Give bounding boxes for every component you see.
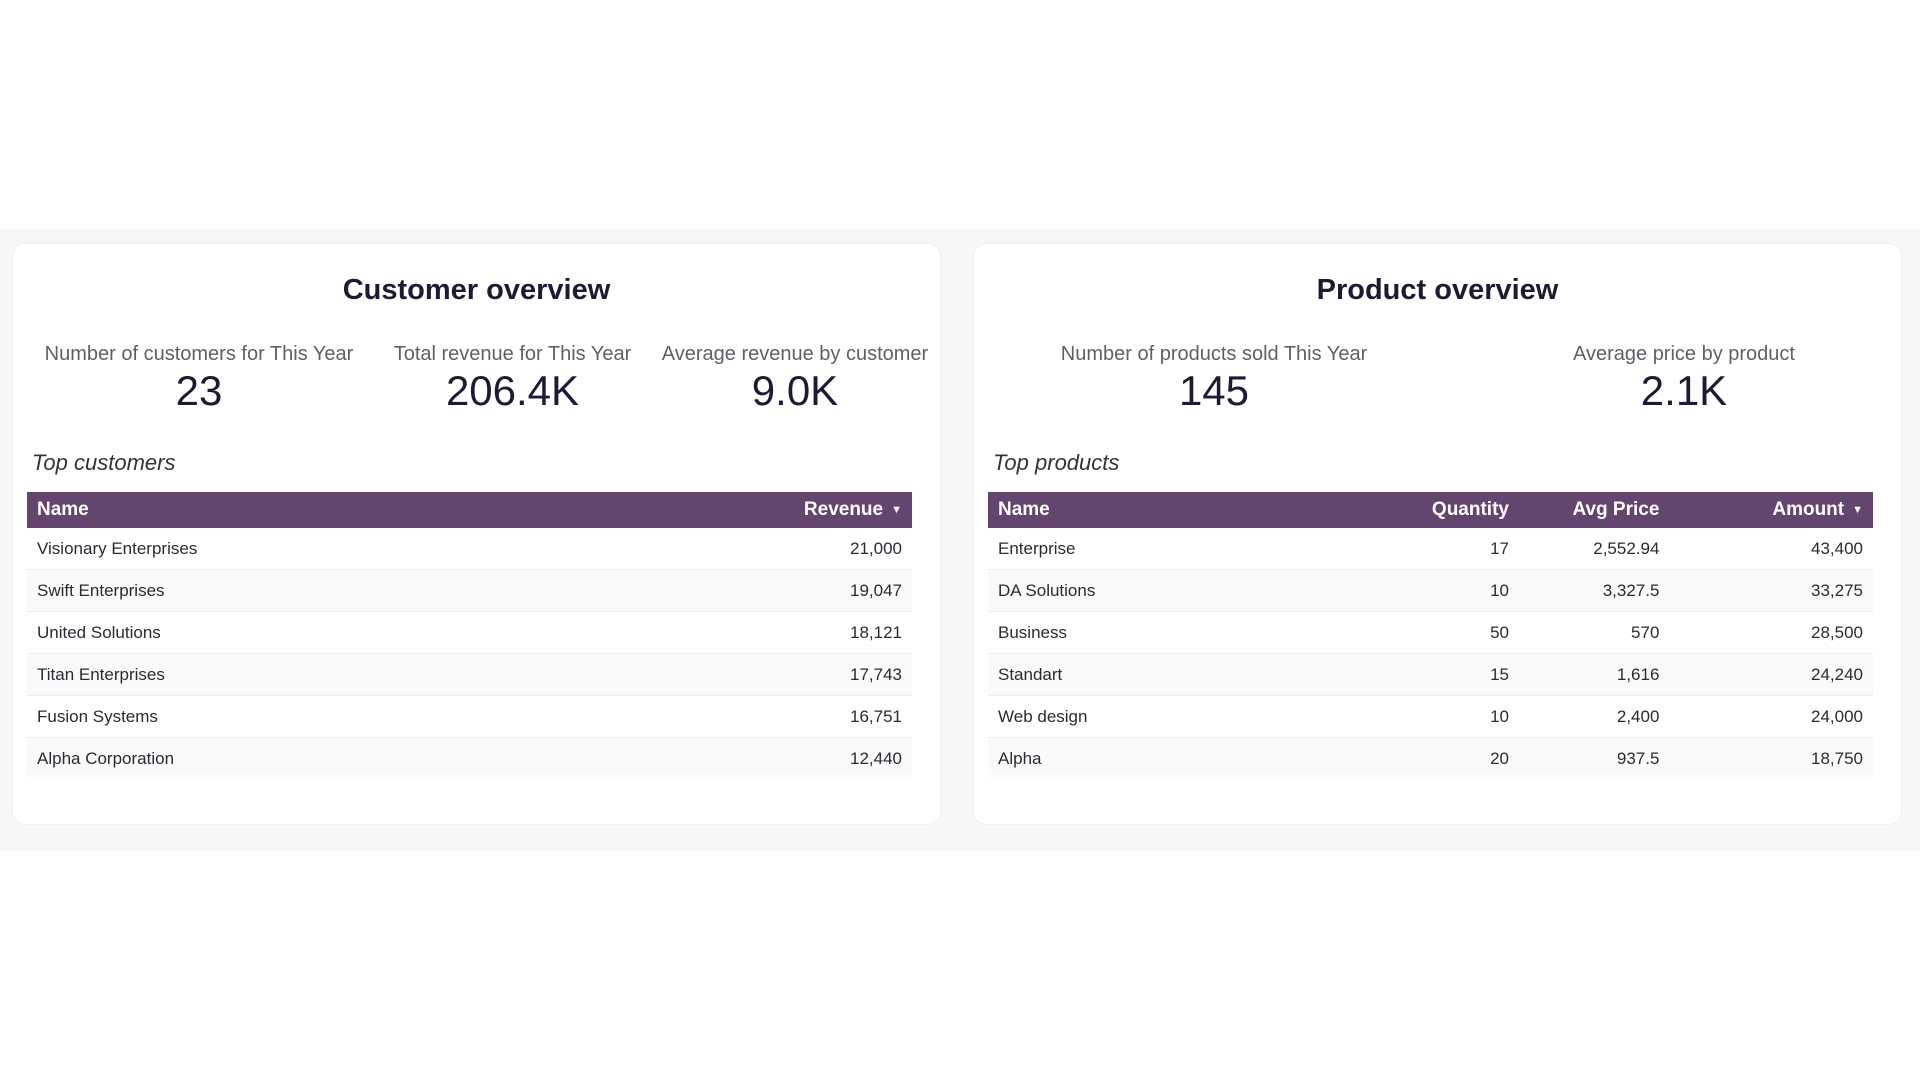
cell-revenue: 12,440: [646, 737, 912, 780]
column-header-label: Amount: [1772, 499, 1845, 520]
cell-name: Business: [988, 611, 1351, 654]
kpi-label: Number of customers for This Year: [44, 343, 354, 365]
cell-quantity: 50: [1350, 611, 1519, 654]
cell-amount: 24,240: [1669, 653, 1873, 696]
scroll-fade: [27, 774, 912, 792]
cell-name: United Solutions: [27, 611, 647, 654]
kpi-label: Total revenue for This Year: [393, 343, 632, 365]
cell-name: Titan Enterprises: [27, 653, 647, 696]
top-products-table: Name Quantity Avg Price Amount ▼ Enterpri…: [988, 492, 1873, 780]
table-row[interactable]: Titan Enterprises 17,743: [27, 653, 912, 696]
column-header-amount[interactable]: Amount ▼: [1669, 492, 1873, 528]
cell-name: Alpha Corporation: [27, 737, 647, 780]
table-header-row: Name Revenue ▼: [27, 492, 912, 528]
cell-revenue: 18,121: [646, 611, 912, 654]
caret-down-icon[interactable]: ▼: [891, 503, 902, 516]
kpi-average-revenue: Average revenue by customer 9.0K: [650, 343, 940, 414]
column-header-quantity[interactable]: Quantity: [1351, 492, 1519, 528]
column-header-name[interactable]: Name: [27, 492, 647, 528]
kpi-label: Number of products sold This Year: [1060, 343, 1368, 365]
kpi-value: 23: [175, 367, 223, 414]
cell-avg-price: 1,616: [1518, 653, 1670, 696]
cell-amount: 24,000: [1669, 695, 1873, 738]
kpi-customer-count: Number of customers for This Year 23: [23, 343, 375, 414]
table-row[interactable]: Enterprise 17 2,552.94 43,400: [988, 528, 1873, 570]
cell-name: Fusion Systems: [27, 695, 647, 738]
table-row[interactable]: DA Solutions 10 3,327.5 33,275: [988, 569, 1873, 612]
column-header-revenue[interactable]: Revenue ▼: [647, 492, 913, 528]
top-customers-table-wrap: Name Revenue ▼ Visionary Enterprises 21,00…: [27, 492, 912, 792]
column-header-label: Name: [37, 499, 89, 520]
kpi-label: Average price by product: [1573, 343, 1795, 365]
table-row[interactable]: Web design 10 2,400 24,000: [988, 695, 1873, 738]
cell-name: Visionary Enterprises: [27, 528, 647, 570]
cell-revenue: 21,000: [646, 528, 912, 570]
cell-quantity: 17: [1350, 528, 1519, 570]
kpi-value: 9.0K: [751, 367, 839, 414]
cell-avg-price: 937.5: [1518, 737, 1670, 780]
cell-amount: 28,500: [1669, 611, 1873, 654]
product-overview-card: Product overview Number of products sold…: [974, 244, 1901, 824]
cell-name: Standart: [988, 653, 1351, 696]
column-header-label: Revenue: [803, 499, 884, 520]
table-row[interactable]: Visionary Enterprises 21,000: [27, 528, 912, 570]
cell-quantity: 10: [1350, 695, 1519, 738]
kpi-average-price: Average price by product 2.1K: [1484, 343, 1884, 414]
column-header-label: Name: [998, 499, 1050, 520]
column-header-name[interactable]: Name: [988, 492, 1351, 528]
table-row[interactable]: United Solutions 18,121: [27, 611, 912, 654]
scroll-fade: [988, 774, 1873, 792]
table-row[interactable]: Fusion Systems 16,751: [27, 695, 912, 738]
cell-amount: 33,275: [1669, 569, 1873, 612]
top-products-label: Top products: [993, 450, 1120, 475]
cell-name: Web design: [988, 695, 1351, 738]
customer-overview-card: Customer overview Number of customers fo…: [13, 244, 940, 824]
kpi-products-sold: Number of products sold This Year 145: [1014, 343, 1414, 414]
table-row[interactable]: Business 50 570 28,500: [988, 611, 1873, 654]
kpi-value: 2.1K: [1640, 367, 1728, 414]
top-customers-label: Top customers: [32, 450, 176, 475]
top-products-table-wrap: Name Quantity Avg Price Amount ▼ Enterpri…: [988, 492, 1873, 792]
column-header-label: Quantity: [1431, 499, 1509, 520]
caret-down-icon[interactable]: ▼: [1852, 503, 1863, 516]
cell-avg-price: 2,552.94: [1518, 528, 1670, 570]
cell-amount: 43,400: [1669, 528, 1873, 570]
cell-revenue: 16,751: [646, 695, 912, 738]
cell-revenue: 19,047: [646, 569, 912, 612]
kpi-value: 206.4K: [445, 367, 580, 414]
cell-avg-price: 570: [1518, 611, 1670, 654]
cell-name: DA Solutions: [988, 569, 1351, 612]
cell-avg-price: 2,400: [1518, 695, 1670, 738]
table-header-row: Name Quantity Avg Price Amount ▼: [988, 492, 1873, 528]
kpi-label: Average revenue by customer: [661, 343, 929, 365]
kpi-value: 145: [1178, 367, 1250, 414]
cell-avg-price: 3,327.5: [1518, 569, 1670, 612]
table-row[interactable]: Alpha Corporation 12,440: [27, 737, 912, 780]
cell-name: Swift Enterprises: [27, 569, 647, 612]
cell-name: Enterprise: [988, 528, 1351, 570]
cell-revenue: 17,743: [646, 653, 912, 696]
column-header-avg-price[interactable]: Avg Price: [1519, 492, 1669, 528]
cell-name: Alpha: [988, 737, 1351, 780]
customer-overview-title: Customer overview: [342, 274, 611, 306]
table-row[interactable]: Standart 15 1,616 24,240: [988, 653, 1873, 696]
cell-quantity: 15: [1350, 653, 1519, 696]
cell-quantity: 10: [1350, 569, 1519, 612]
column-header-label: Avg Price: [1572, 499, 1660, 520]
cell-amount: 18,750: [1669, 737, 1873, 780]
product-overview-title: Product overview: [1316, 274, 1559, 306]
table-row[interactable]: Swift Enterprises 19,047: [27, 569, 912, 612]
top-customers-table: Name Revenue ▼ Visionary Enterprises 21,00…: [27, 492, 912, 780]
table-row[interactable]: Alpha 20 937.5 18,750: [988, 737, 1873, 780]
kpi-total-revenue: Total revenue for This Year 206.4K: [375, 343, 650, 414]
